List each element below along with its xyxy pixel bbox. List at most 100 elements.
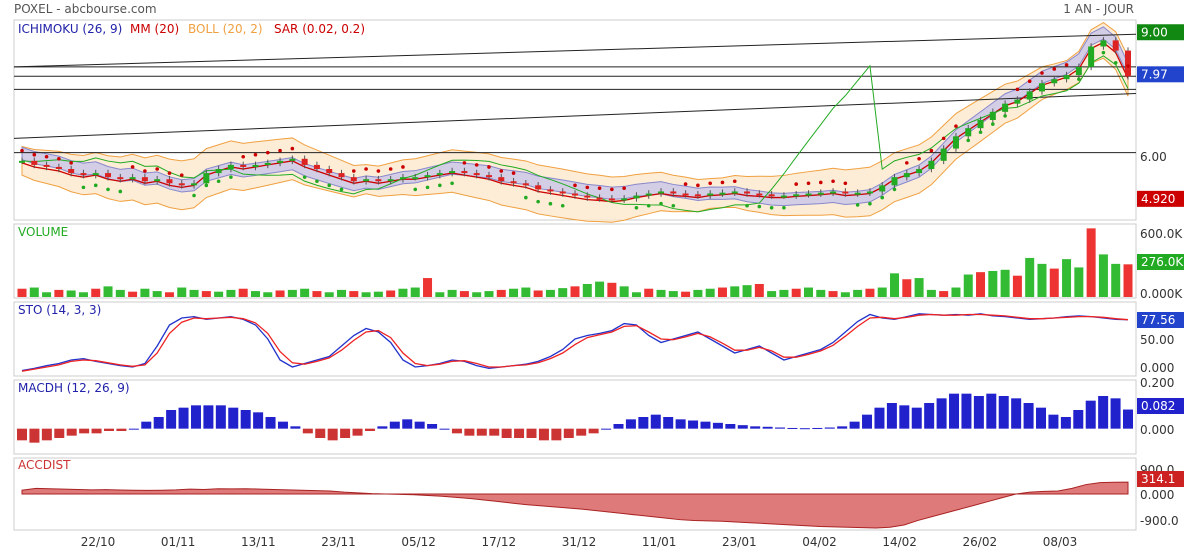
sar-dot <box>622 186 626 190</box>
macd-bar <box>700 421 711 429</box>
candle-body <box>264 162 271 165</box>
candle-body <box>473 173 480 176</box>
candle-body <box>793 194 800 197</box>
candle-body <box>412 177 419 180</box>
macd-bar <box>476 428 487 436</box>
candle-body <box>461 171 468 174</box>
sar-dot <box>1101 50 1106 55</box>
macd-bar <box>501 428 512 438</box>
legend-sar: SAR (0.02, 0.2) <box>274 22 365 36</box>
sar-dot <box>905 161 909 165</box>
volume-bar <box>976 272 986 297</box>
sar-dot <box>1077 77 1081 81</box>
x-tick-label: 13/11 <box>241 535 276 549</box>
sar-dot <box>634 205 639 210</box>
sar-dot <box>806 181 811 186</box>
candle-body <box>559 191 566 194</box>
volume-bar <box>717 287 727 297</box>
sar-dot <box>229 175 233 179</box>
macd-bar <box>1110 398 1121 429</box>
macd-bar <box>302 428 313 434</box>
volume-bar <box>816 289 826 297</box>
candle-body <box>633 195 640 199</box>
volume-bar <box>91 288 101 297</box>
acc-tick-zero: 0.000 <box>1140 488 1174 502</box>
candle-body <box>1075 66 1082 76</box>
macd-bar <box>364 428 375 431</box>
candle-body <box>952 136 959 149</box>
volume-bar <box>324 292 334 297</box>
volume-bar <box>54 289 64 297</box>
sar-dot <box>499 169 504 173</box>
sar-dot <box>413 187 418 192</box>
sto-title: STO (14, 3, 3) <box>18 303 101 317</box>
sar-dot <box>548 201 553 206</box>
sar-dot <box>143 169 147 173</box>
macd-bar <box>737 425 748 429</box>
volume-bar <box>484 291 494 297</box>
volume-bar <box>189 289 199 297</box>
volume-bar <box>791 288 801 297</box>
candle-body <box>129 177 136 180</box>
sar-dot <box>118 189 123 194</box>
sar-dot <box>511 171 516 175</box>
macd-tick-current-box <box>1137 398 1184 414</box>
candle-body <box>350 177 357 182</box>
macd-bar <box>41 428 52 441</box>
macd-bar <box>936 398 947 429</box>
macd-tick-max: 0.200 <box>1140 376 1174 390</box>
chart-source-title: POXEL - abcbourse.com <box>14 2 157 16</box>
volume-bar <box>619 286 629 297</box>
volume-bar <box>337 289 347 297</box>
volume-bar <box>250 291 260 297</box>
macd-bar <box>799 428 810 430</box>
volume-bar <box>472 292 482 297</box>
candle-body <box>289 158 296 161</box>
sar-dot <box>352 169 356 173</box>
x-tick-label: 23/11 <box>321 535 356 549</box>
sar-dot <box>610 187 614 192</box>
volume-bar <box>398 288 408 297</box>
sar-dot <box>192 193 196 198</box>
macd-bar <box>588 428 599 434</box>
candle-body <box>399 177 406 180</box>
sar-dot <box>167 171 172 175</box>
volume-bar <box>668 291 678 297</box>
candle-body <box>227 164 234 169</box>
volume-bar <box>914 278 924 297</box>
volume-bar <box>656 289 666 297</box>
macd-bar <box>451 428 462 434</box>
candle-body <box>682 193 689 196</box>
volume-bar <box>128 291 138 297</box>
volume-bar <box>17 288 27 297</box>
trendline-upper <box>13 33 1137 68</box>
candle-body <box>928 160 935 169</box>
sar-dot <box>818 180 823 185</box>
volume-bar <box>300 288 310 297</box>
volume-bar <box>459 291 469 297</box>
sto-line-k <box>21 313 1129 372</box>
sar-dot <box>917 156 921 161</box>
volume-bar <box>865 288 875 297</box>
legend-mm: MM (20) <box>130 22 179 36</box>
candle-body <box>19 160 25 163</box>
candle-body <box>572 193 578 196</box>
volume-bar <box>890 273 900 297</box>
volume-bar <box>103 286 113 297</box>
candle-body <box>301 158 308 165</box>
sar-dot <box>646 203 651 208</box>
macd-bar <box>190 405 201 429</box>
volume-bar <box>1111 263 1121 297</box>
candle-body <box>854 192 861 195</box>
candle-body <box>498 177 505 182</box>
macd-layer <box>17 393 1133 443</box>
macd-bar <box>203 405 214 429</box>
sar-dot <box>720 180 725 185</box>
candle-body <box>375 179 382 182</box>
sar-dot <box>155 167 159 171</box>
candle-body <box>916 169 923 174</box>
accdist-area <box>21 481 1129 529</box>
volume-bar <box>767 291 777 297</box>
volume-bar <box>373 291 383 297</box>
candle-body <box>313 164 320 169</box>
